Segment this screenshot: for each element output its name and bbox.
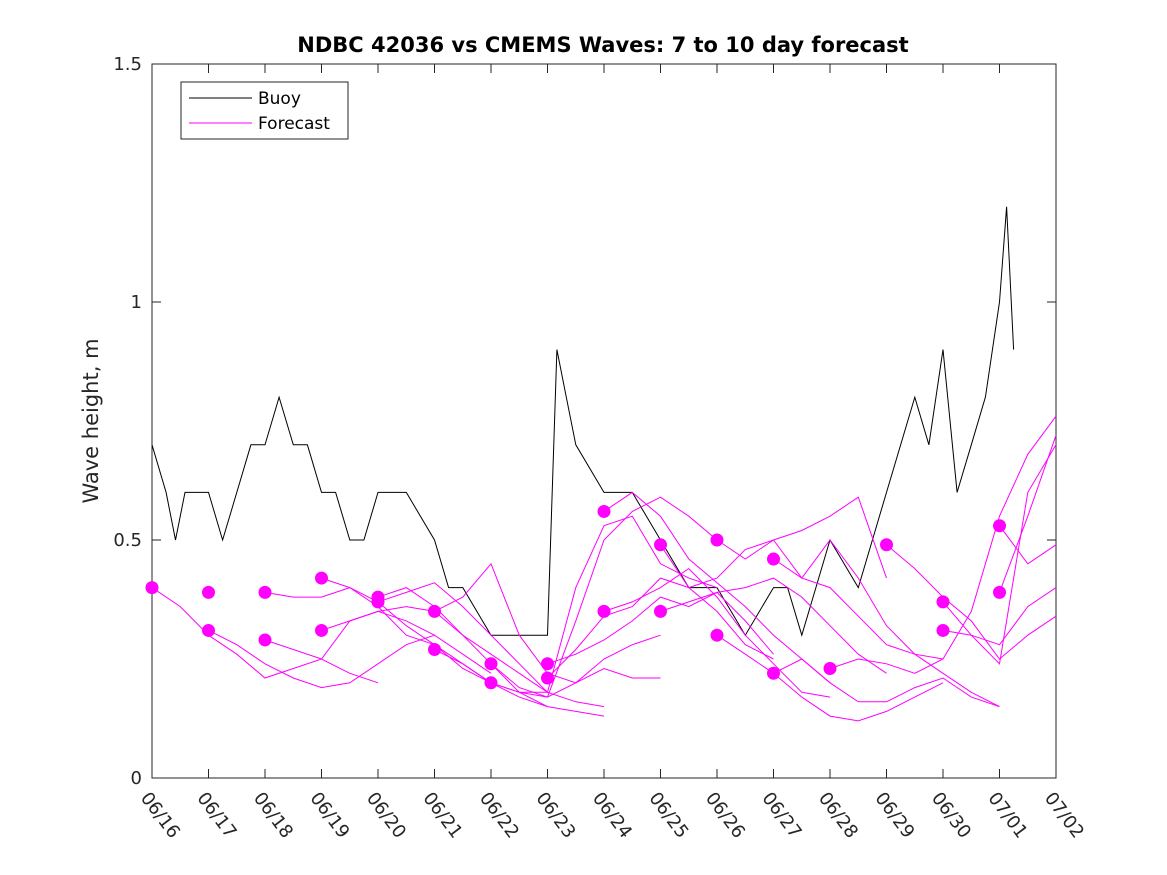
forecast-start-marker	[597, 604, 611, 618]
series-group	[151, 206, 1057, 722]
forecast-series-line	[603, 567, 831, 698]
forecast-start-marker	[597, 504, 611, 518]
y-tick-label: 0	[131, 768, 142, 789]
y-tick-label: 1.5	[113, 54, 142, 75]
forecast-start-marker	[428, 604, 441, 618]
forecast-start-marker	[710, 628, 724, 642]
forecast-start-marker	[541, 657, 554, 671]
buoy-series-line	[151, 206, 1015, 637]
forecast-start-marker	[654, 604, 667, 618]
forecast-start-marker	[880, 538, 893, 552]
forecast-series-line	[151, 587, 379, 684]
forecast-start-marker	[258, 633, 272, 647]
forecast-series-line	[999, 435, 1057, 593]
forecast-start-marker	[654, 538, 667, 552]
forecast-series-line	[547, 577, 774, 679]
forecast-series-line	[999, 525, 1057, 565]
forecast-series-line	[886, 544, 1057, 660]
forecast-start-marker	[371, 595, 385, 609]
forecast-start-marker	[541, 671, 554, 685]
legend-buoy-label: Buoy	[258, 89, 301, 109]
forecast-series-line	[773, 658, 1000, 708]
forecast-start-marker	[484, 676, 498, 690]
forecast-start-marker	[823, 662, 837, 676]
forecast-start-marker	[993, 519, 1006, 533]
forecast-start-marker	[936, 595, 950, 609]
forecast-series-line	[716, 634, 944, 722]
forecast-series-line	[377, 582, 605, 708]
y-axis-label: Wave height, m	[79, 338, 103, 503]
forecast-series-line	[716, 539, 944, 660]
chart-title: NDBC 42036 vs CMEMS Waves: 7 to 10 day f…	[297, 33, 908, 57]
forecast-start-marker	[315, 571, 328, 585]
forecast-start-marker	[145, 581, 159, 595]
forecast-start-marker	[710, 533, 724, 547]
y-tick-label: 1	[131, 292, 142, 313]
forecast-start-marker	[428, 642, 441, 656]
forecast-start-marker	[202, 623, 215, 637]
forecast-start-marker	[767, 666, 780, 680]
forecast-series-line	[942, 587, 1057, 646]
forecast-series-line	[942, 444, 1057, 665]
forecast-start-marker	[258, 585, 272, 599]
legend-forecast-label: Forecast	[258, 114, 330, 134]
forecast-series-line	[490, 496, 718, 698]
forecast-series-line	[773, 539, 1000, 708]
forecast-series-line	[829, 415, 1057, 674]
forecast-start-marker	[315, 623, 328, 637]
y-tick-label: 0.5	[113, 530, 142, 551]
y-axis: 0 0.5 1 1.5	[113, 54, 1056, 789]
forecast-start-marker	[202, 585, 215, 599]
marker-group	[145, 504, 1006, 690]
forecast-series-line	[603, 491, 831, 684]
forecast-series-line	[208, 629, 435, 689]
forecast-start-marker	[993, 585, 1006, 599]
forecast-start-marker	[484, 657, 498, 671]
legend-box	[180, 81, 349, 140]
forecast-series-line	[660, 577, 887, 674]
forecast-series-line	[547, 591, 774, 665]
legend: Buoy Forecast	[180, 81, 349, 140]
forecast-start-marker	[936, 623, 950, 637]
forecast-start-marker	[767, 552, 780, 566]
